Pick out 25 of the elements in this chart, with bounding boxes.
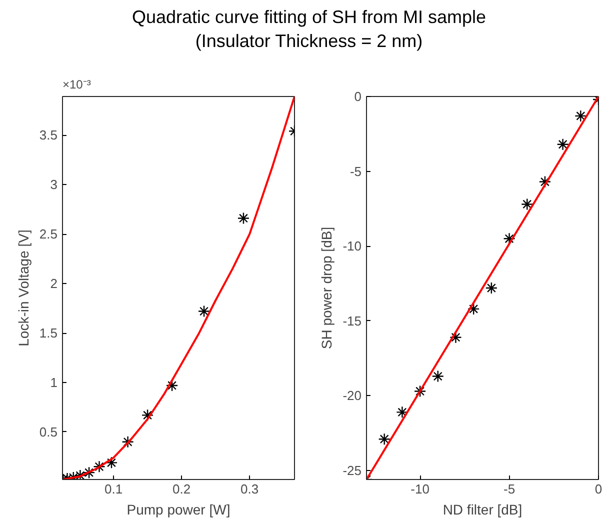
y-tick-label: -5 [350, 164, 362, 179]
y-tick-label: 0.5 [39, 424, 58, 440]
x-tick-label: 0 [594, 482, 602, 496]
y-tick-label: 0 [354, 89, 362, 104]
x-tick-label: -5 [503, 482, 516, 496]
x-tick-label: 0.3 [240, 482, 259, 496]
x-axis-title: ND filter [dB] [442, 502, 522, 518]
y-axis-title: Lock-in Voltage [V] [15, 230, 32, 346]
y-tick-label: 3.5 [39, 128, 58, 143]
x-tick-label: -10 [410, 482, 430, 496]
y-tick-label: -15 [342, 313, 362, 328]
chart-title: Quadratic curve fitting of SH from MI sample (Insulator Thickness = 2 nm) [130, 6, 488, 53]
x-axis-title: Pump power [W] [126, 502, 230, 518]
y-tick-label: 1 [50, 375, 58, 390]
text: ×10⁻³ [62, 78, 91, 92]
y-tick-label: 2.5 [39, 226, 58, 242]
y-tick-label: 1.5 [39, 326, 58, 341]
y-tick-label: 2 [50, 276, 58, 292]
y-tick-label: -20 [342, 388, 362, 404]
x-tick-label: 0.1 [104, 482, 123, 496]
y-tick-label: -25 [342, 463, 362, 478]
x-tick-label: 0.2 [172, 482, 191, 496]
y-tick-label: -10 [342, 238, 362, 254]
y-tick-label: 3 [50, 177, 58, 192]
y-axis-title: SH power drop [dB] [318, 226, 335, 350]
